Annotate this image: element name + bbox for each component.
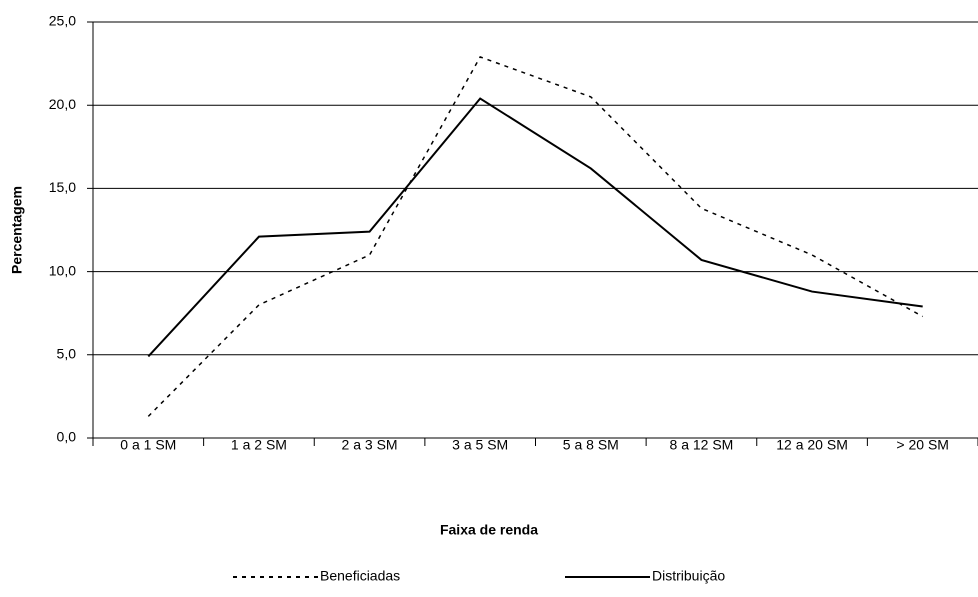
x-axis-label: Faixa de renda (440, 522, 538, 538)
x-tick-label: > 20 SM (896, 437, 949, 453)
legend-label: Distribuição (652, 568, 725, 584)
y-tick-label: 20,0 (49, 96, 76, 112)
legend-label: Beneficiadas (320, 568, 400, 584)
y-tick-label: 5,0 (57, 346, 77, 362)
x-tick-label: 0 a 1 SM (120, 437, 176, 453)
x-tick-label: 3 a 5 SM (452, 437, 508, 453)
y-tick-label: 0,0 (57, 429, 77, 445)
x-tick-label: 12 a 20 SM (776, 437, 848, 453)
y-axis-label: Percentagem (9, 186, 25, 274)
x-tick-label: 1 a 2 SM (231, 437, 287, 453)
x-tick-label: 8 a 12 SM (670, 437, 734, 453)
data-line (147, 97, 923, 358)
y-tick-label: 10,0 (49, 262, 76, 278)
y-tick-label: 25,0 (49, 13, 76, 29)
y-tick-label: 15,0 (49, 179, 76, 195)
x-tick-label: 2 a 3 SM (342, 437, 398, 453)
x-tick-label: 5 a 8 SM (563, 437, 619, 453)
